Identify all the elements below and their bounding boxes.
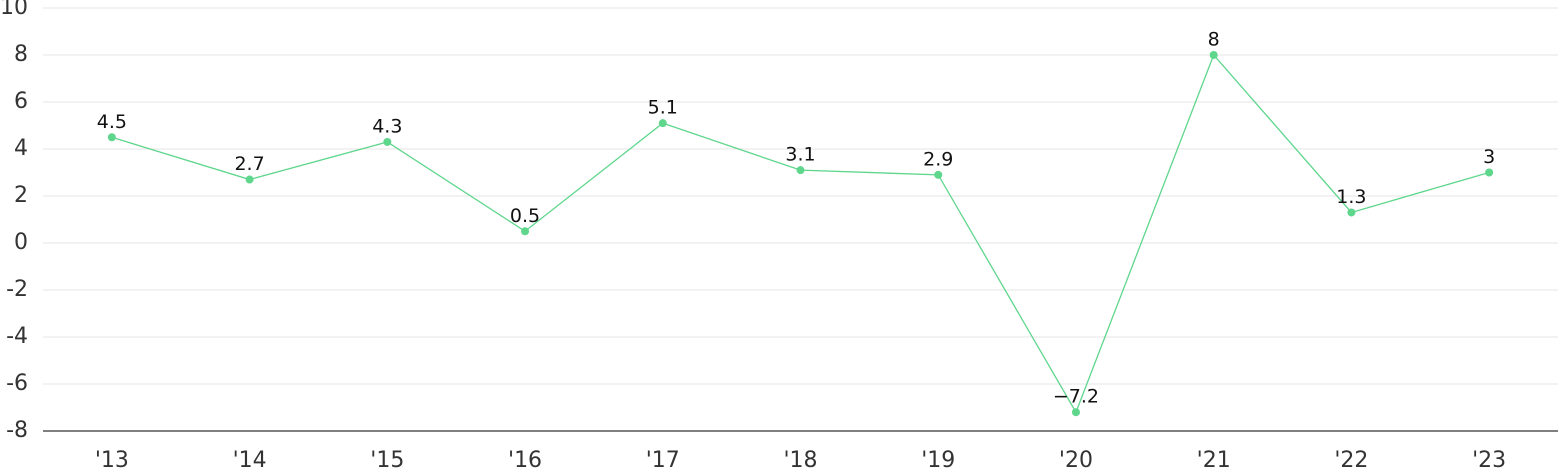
- value-label: 8: [1208, 29, 1220, 51]
- x-tick-label: '23: [1472, 448, 1506, 471]
- y-tick-label: 8: [14, 42, 28, 67]
- point: [796, 166, 805, 175]
- value-label: 1.3: [1336, 186, 1366, 208]
- x-tick-label: '16: [508, 448, 542, 471]
- y-tick-label: 0: [14, 230, 28, 255]
- point: [1485, 168, 1494, 177]
- x-tick-label: '20: [1059, 448, 1093, 471]
- x-tick-label: '22: [1334, 448, 1368, 471]
- point: [934, 170, 943, 179]
- value-label: 3: [1483, 146, 1495, 168]
- value-label: 3.1: [785, 144, 815, 166]
- x-tick-label: '21: [1197, 448, 1231, 471]
- point: [1209, 51, 1218, 59]
- point: [521, 227, 530, 236]
- y-tick-label: -6: [6, 371, 28, 396]
- value-label: 4.3: [372, 115, 402, 137]
- value-label: 2.9: [923, 148, 953, 170]
- point: [1071, 408, 1080, 417]
- x-tick-label: '14: [233, 448, 267, 471]
- x-tick-label: '18: [783, 448, 817, 471]
- x-tick-label: '15: [370, 448, 404, 471]
- point: [658, 119, 667, 128]
- point: [1347, 208, 1356, 217]
- line: [111, 53, 1490, 414]
- x-tick-label: '17: [646, 448, 680, 471]
- x-tick-label: '13: [95, 448, 129, 471]
- y-tick-label: 2: [14, 183, 28, 208]
- y-tick-label: -8: [6, 418, 28, 443]
- y-tick-label: -2: [6, 277, 28, 302]
- value-label: 4.5: [97, 111, 127, 133]
- y-tick-label: 4: [14, 136, 28, 161]
- x-tick-label: '19: [921, 448, 955, 471]
- point: [107, 133, 116, 142]
- value-label: 2.7: [234, 153, 264, 175]
- value-label: −7.2: [1053, 386, 1099, 408]
- value-label: 5.1: [648, 97, 678, 119]
- point: [245, 175, 254, 184]
- value-label: 0.5: [510, 205, 540, 227]
- point: [383, 137, 392, 146]
- y-tick-label: 6: [14, 89, 28, 114]
- y-tick-label: 10: [0, 0, 28, 20]
- y-tick-label: -4: [6, 324, 28, 349]
